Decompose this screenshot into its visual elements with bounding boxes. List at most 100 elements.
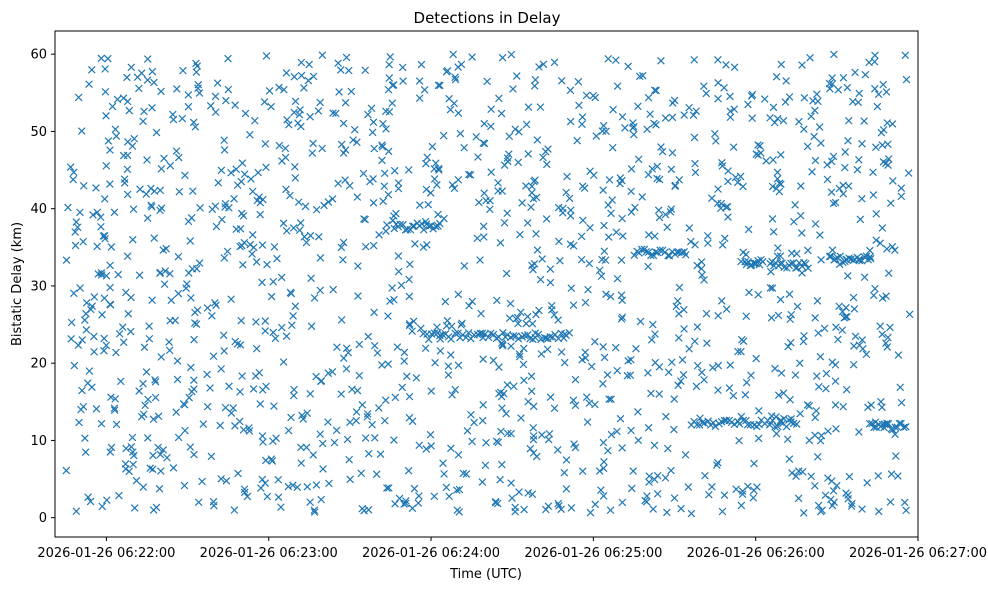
data-point — [325, 479, 333, 488]
data-point — [450, 184, 459, 193]
data-point — [777, 369, 786, 377]
data-point — [274, 475, 283, 484]
data-point — [726, 107, 735, 116]
data-point — [744, 225, 753, 234]
data-point — [500, 218, 509, 227]
data-point — [859, 345, 867, 353]
data-point — [527, 372, 536, 381]
data-point — [692, 382, 701, 391]
data-point — [790, 217, 798, 226]
data-point — [268, 457, 277, 465]
data-point — [491, 498, 500, 507]
data-point — [384, 147, 393, 156]
data-point — [342, 53, 351, 62]
data-point — [767, 313, 776, 322]
data-point — [507, 342, 515, 350]
data-point — [115, 330, 124, 338]
data-point — [657, 56, 665, 65]
data-point — [586, 223, 594, 232]
data-point — [670, 494, 679, 502]
data-point — [583, 418, 592, 426]
data-point — [148, 103, 156, 112]
data-point — [376, 450, 385, 459]
data-point — [450, 99, 458, 108]
data-point — [155, 484, 164, 493]
data-point — [168, 110, 177, 119]
data-point — [341, 146, 350, 154]
data-point — [148, 67, 157, 76]
data-point — [496, 238, 505, 247]
data-point — [401, 497, 410, 505]
data-point — [877, 397, 885, 406]
data-point — [240, 485, 249, 493]
data-point — [77, 127, 86, 135]
data-point — [760, 95, 769, 103]
data-point — [184, 91, 193, 99]
data-point — [627, 165, 636, 173]
data-point — [566, 206, 575, 215]
data-point — [360, 215, 368, 223]
data-point — [644, 230, 653, 239]
data-point — [395, 494, 404, 503]
data-point — [385, 60, 393, 69]
data-point — [265, 87, 274, 95]
data-point — [667, 466, 675, 475]
data-point — [569, 301, 578, 310]
data-point — [199, 420, 208, 428]
data-point — [415, 441, 424, 450]
data-point — [557, 76, 566, 85]
data-point — [546, 393, 555, 402]
data-point — [675, 176, 684, 184]
data-point — [563, 172, 571, 181]
data-point — [165, 346, 174, 355]
data-point — [573, 136, 581, 145]
data-point — [772, 429, 781, 438]
data-point — [82, 298, 91, 307]
data-point — [725, 384, 734, 392]
data-point — [290, 72, 299, 81]
data-point — [106, 283, 114, 292]
data-point — [432, 222, 440, 231]
data-point — [670, 395, 679, 403]
data-point — [827, 495, 835, 504]
data-point — [499, 389, 508, 398]
y-tick-label: 60 — [30, 48, 47, 63]
data-point — [878, 294, 887, 302]
data-point — [680, 111, 688, 119]
data-point — [97, 54, 106, 63]
data-point — [300, 84, 308, 92]
data-point — [106, 300, 115, 309]
data-point — [123, 73, 131, 82]
data-point — [211, 202, 220, 210]
data-point — [154, 443, 162, 452]
data-point — [644, 262, 652, 271]
data-point — [693, 421, 701, 429]
data-point — [781, 98, 790, 106]
data-point — [333, 343, 341, 352]
data-point — [522, 120, 531, 129]
data-point — [693, 361, 702, 370]
data-point — [691, 159, 699, 168]
data-point — [433, 181, 441, 189]
data-point — [769, 103, 778, 112]
data-point — [256, 210, 265, 219]
data-point — [107, 443, 116, 452]
data-point — [369, 199, 378, 207]
data-point — [165, 338, 173, 346]
data-point — [792, 249, 801, 258]
data-point — [604, 446, 612, 455]
data-point — [651, 248, 660, 256]
data-point — [527, 387, 536, 396]
data-point — [874, 507, 883, 516]
data-point — [346, 475, 354, 484]
data-point — [737, 347, 745, 356]
data-point — [175, 187, 184, 196]
data-point — [494, 179, 502, 187]
data-point — [871, 51, 879, 60]
data-point — [297, 459, 306, 467]
data-point — [306, 231, 315, 240]
data-point — [419, 225, 428, 234]
data-point — [730, 63, 739, 72]
data-point — [421, 217, 430, 226]
data-point — [191, 308, 199, 317]
